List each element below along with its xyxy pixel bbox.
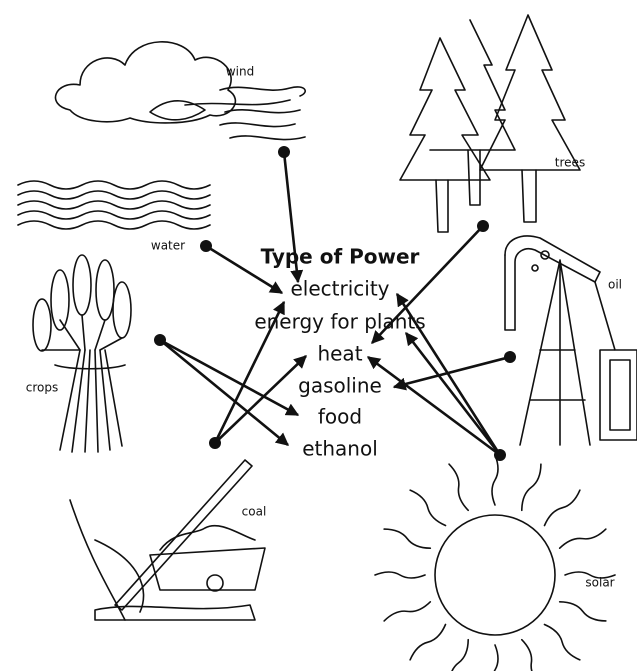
power-type: ethanol: [302, 437, 378, 461]
power-type: electricity: [290, 277, 389, 301]
source-label: crops: [26, 381, 58, 395]
source-label: solar: [585, 576, 614, 590]
power-type: gasoline: [298, 374, 382, 398]
water-icon: [18, 181, 210, 229]
title: Type of Power: [261, 245, 420, 269]
source-label: wind: [226, 65, 254, 79]
power-type: energy for plants: [254, 310, 425, 334]
source-label: water: [151, 239, 185, 253]
source-label: coal: [242, 505, 267, 519]
crops-icon: [33, 255, 131, 452]
solar-icon: [375, 455, 615, 671]
oil-icon: [505, 236, 637, 445]
trees-icon: [400, 15, 580, 232]
diagram: Type of Power electricity energy for pla…: [0, 0, 637, 671]
source-label: trees: [555, 156, 585, 170]
power-type: heat: [317, 342, 362, 366]
wind-icon: [56, 42, 306, 140]
coal-icon: [70, 460, 265, 620]
source-label: oil: [608, 278, 622, 292]
power-type: food: [318, 405, 362, 429]
